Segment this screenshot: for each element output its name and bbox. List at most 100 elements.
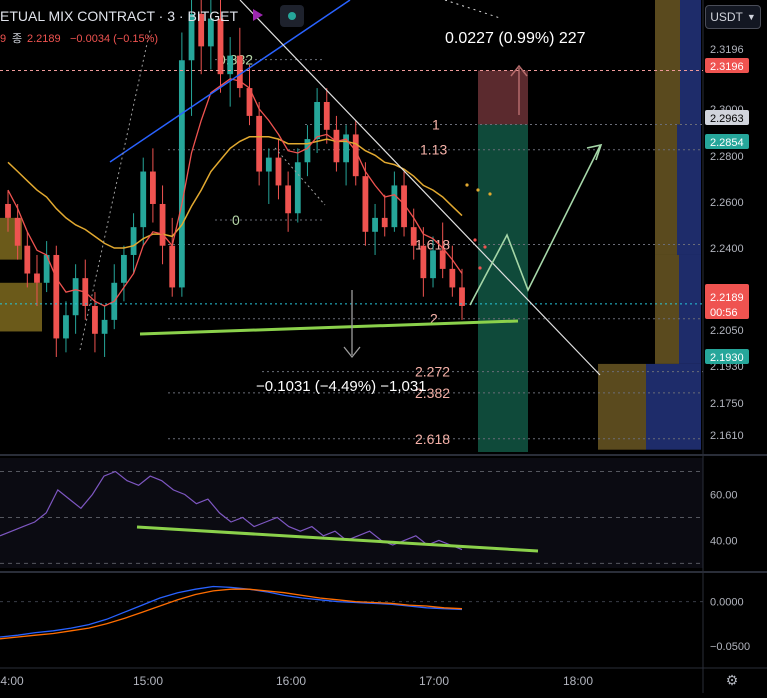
price-tick-label: 2.2400 xyxy=(710,243,744,255)
candle-body xyxy=(362,176,369,232)
candle-body xyxy=(430,250,436,279)
candle-body xyxy=(140,171,147,228)
candle-body xyxy=(401,185,407,228)
close-value: 2.2189 xyxy=(27,33,61,45)
candle-body xyxy=(34,273,40,283)
live-dot-icon xyxy=(288,12,296,20)
candle-body xyxy=(314,101,321,140)
price-tick-label: 2.1750 xyxy=(710,398,744,410)
candle-body xyxy=(121,254,127,283)
candle-body xyxy=(149,171,156,204)
rsi-tick-label: 40.00 xyxy=(710,535,738,547)
support-line xyxy=(139,319,519,336)
candle-body xyxy=(5,203,11,218)
candle-body xyxy=(53,254,60,339)
currency-label: USDT xyxy=(710,10,743,24)
symbol-title[interactable]: ETUAL MIX CONTRACT · 3 · BITGET xyxy=(0,8,238,24)
candle-body xyxy=(410,227,417,246)
projection-dot xyxy=(465,183,469,187)
fib-level-label: 0.382 xyxy=(218,52,253,68)
time-tick-label: 4:00 xyxy=(0,674,24,688)
candle-body xyxy=(207,18,214,47)
fib-level-label: 0 xyxy=(232,212,240,228)
close-prefix: 종 xyxy=(12,33,22,45)
drawings xyxy=(0,0,703,376)
flag-icon[interactable] xyxy=(253,9,263,21)
candle-body xyxy=(101,319,108,334)
macd-tick-label: −0.0500 xyxy=(710,641,750,653)
candle-body xyxy=(265,157,272,172)
dotted-projection-line xyxy=(444,0,501,19)
zone-box xyxy=(679,254,701,364)
price-badge-label: 2.2963 xyxy=(710,113,744,125)
measure-label-top: 0.0227 (0.99%) 227 xyxy=(445,30,586,47)
rsi-tick-label: 60.00 xyxy=(710,489,738,501)
zone-box xyxy=(598,363,646,450)
candle-body xyxy=(246,88,253,116)
candle-body xyxy=(178,60,185,288)
fib-level-label: 1 xyxy=(432,116,440,132)
current-price-badge-box xyxy=(705,284,749,319)
long-position-stop-box xyxy=(478,124,528,452)
zone-box xyxy=(677,124,701,255)
change-value: −0.0034 (−0.15%) xyxy=(70,33,158,45)
zone-box xyxy=(655,124,677,255)
price-badge-label: 2.3196 xyxy=(710,61,744,73)
fib-level-label: 1.13 xyxy=(420,142,447,158)
projection-dot xyxy=(483,245,487,249)
fib-level-label: 2.382 xyxy=(415,385,450,401)
candle-body xyxy=(391,185,398,228)
zone-box xyxy=(680,0,701,125)
candle-body xyxy=(304,139,311,163)
projection-dot xyxy=(478,266,482,270)
price-badge xyxy=(705,349,749,364)
downtrend-line xyxy=(239,0,601,376)
price-tick-label: 2.3196 xyxy=(710,44,744,56)
ema-slow-line xyxy=(7,136,463,249)
price-badge-label: 2.1930 xyxy=(710,352,744,364)
projection-dot xyxy=(476,188,480,192)
candle-body xyxy=(169,245,176,288)
macd-line xyxy=(0,585,463,638)
zone-box xyxy=(655,0,680,125)
uptrend-line xyxy=(109,0,351,163)
candle-body xyxy=(14,217,21,246)
candle-body xyxy=(236,55,243,89)
macd-pane: 0.0000 −0.0500 xyxy=(0,585,750,653)
zone-box xyxy=(655,254,679,364)
candle-body xyxy=(449,268,456,288)
candle-body xyxy=(420,245,427,279)
rsi-pane: 60.00 40.00 xyxy=(0,470,738,564)
projection-path xyxy=(469,145,601,306)
candle-body xyxy=(256,115,263,172)
candle-body xyxy=(198,13,205,47)
candle-body xyxy=(381,217,388,228)
price-badge xyxy=(705,110,749,125)
macd-tick-label: 0.0000 xyxy=(710,597,744,609)
candle-body xyxy=(294,162,301,214)
candle-body xyxy=(372,217,378,232)
fib-level-label: 2.272 xyxy=(415,364,450,380)
currency-selector[interactable]: USDT ▼ xyxy=(705,5,761,29)
candles xyxy=(5,0,465,357)
fib-level-label: 2 xyxy=(430,311,438,327)
candle-body xyxy=(24,245,31,274)
projection-dot xyxy=(473,238,477,242)
price-badge-label: 2.2854 xyxy=(710,137,744,149)
price-tick-label: 2.2050 xyxy=(710,325,744,337)
price-badge xyxy=(705,58,749,73)
measure-arrow-head xyxy=(343,346,361,359)
candle-body xyxy=(352,134,359,177)
ema-fast-line xyxy=(7,78,463,307)
candle-body xyxy=(343,134,349,163)
candle-body xyxy=(323,101,330,130)
time-tick-label: 18:00 xyxy=(563,674,593,688)
candle-body xyxy=(217,18,224,75)
zone-boxes xyxy=(0,0,701,452)
gear-icon[interactable]: ⚙ xyxy=(725,672,739,688)
candle-body xyxy=(285,185,292,214)
